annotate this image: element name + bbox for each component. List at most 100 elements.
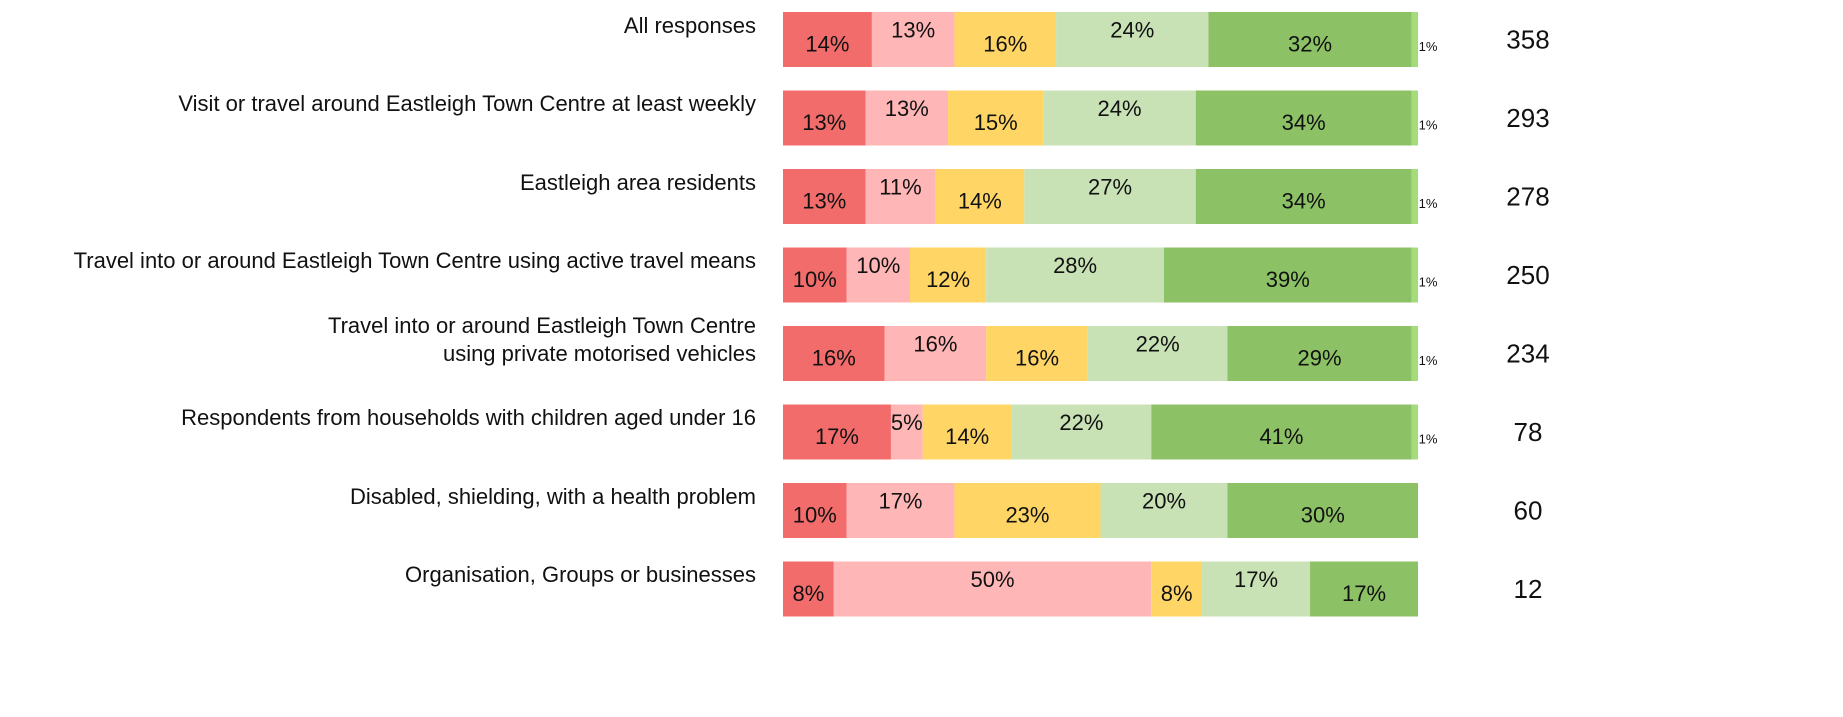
bar-segment bbox=[986, 326, 1088, 381]
bar-segment bbox=[783, 169, 866, 224]
value-label: 10% bbox=[793, 267, 837, 292]
bar-segment bbox=[1100, 483, 1228, 538]
value-label: 41% bbox=[1259, 424, 1303, 449]
bar-segment bbox=[783, 12, 872, 67]
value-label: 17% bbox=[878, 488, 922, 513]
total-label: 293 bbox=[1506, 103, 1549, 133]
total-label: 358 bbox=[1506, 24, 1549, 54]
value-label: 12% bbox=[926, 267, 970, 292]
bar-segment bbox=[783, 483, 847, 538]
value-label: 39% bbox=[1266, 267, 1310, 292]
bar-segment bbox=[871, 12, 955, 67]
bar-segment bbox=[783, 404, 891, 460]
value-label: 5% bbox=[891, 410, 923, 435]
category-label: Respondents from households with childre… bbox=[181, 405, 756, 430]
value-label: 10% bbox=[793, 502, 837, 527]
bar-segment bbox=[954, 483, 1101, 538]
value-label: 13% bbox=[891, 17, 935, 42]
value-label: 16% bbox=[812, 345, 856, 370]
bar-segment bbox=[1164, 247, 1412, 303]
value-label: 1% bbox=[1419, 39, 1438, 54]
total-label: 78 bbox=[1514, 417, 1543, 447]
bar-segment bbox=[922, 404, 1012, 460]
value-label: 1% bbox=[1419, 431, 1438, 446]
bar-segment bbox=[1011, 404, 1152, 460]
category-label: Organisation, Groups or businesses bbox=[405, 562, 756, 587]
bar-segment bbox=[1411, 90, 1418, 146]
total-label: 250 bbox=[1506, 260, 1549, 290]
total-label: 234 bbox=[1506, 338, 1549, 368]
bar-segment bbox=[890, 404, 923, 460]
value-label: 8% bbox=[1161, 581, 1193, 606]
bar-segment bbox=[1151, 561, 1203, 617]
total-label: 12 bbox=[1514, 574, 1543, 604]
bar-segment bbox=[948, 90, 1044, 146]
value-label: 16% bbox=[1015, 345, 1059, 370]
bar-segment bbox=[1227, 326, 1412, 381]
bar-segment bbox=[865, 90, 949, 146]
value-label: 11% bbox=[879, 174, 921, 199]
value-label: 17% bbox=[1342, 581, 1386, 606]
value-label: 8% bbox=[793, 581, 825, 606]
category-label: All responses bbox=[623, 12, 756, 38]
value-label: 22% bbox=[1136, 331, 1180, 356]
bar-segment bbox=[1208, 12, 1412, 67]
value-label: 14% bbox=[945, 424, 989, 449]
bar-segment bbox=[783, 247, 847, 303]
value-label: 30% bbox=[1301, 502, 1345, 527]
total-label: 278 bbox=[1506, 181, 1549, 211]
category-label: Travel into or around Eastleigh Town Cen… bbox=[73, 248, 756, 273]
value-label: 10% bbox=[856, 253, 900, 278]
bar-segment bbox=[1202, 561, 1311, 617]
bar-segment bbox=[1056, 12, 1209, 67]
bar-segment bbox=[783, 561, 834, 617]
value-label: 16% bbox=[983, 31, 1027, 56]
value-label: 29% bbox=[1298, 345, 1342, 370]
value-label: 27% bbox=[1088, 174, 1132, 199]
value-label: 17% bbox=[815, 424, 859, 449]
value-label: 1% bbox=[1419, 117, 1438, 132]
bar-segment bbox=[1043, 90, 1196, 146]
bar-segment bbox=[833, 561, 1152, 617]
value-label: 34% bbox=[1282, 110, 1326, 135]
value-label: 22% bbox=[1059, 410, 1103, 435]
bar-segment bbox=[910, 247, 987, 303]
category-label: Travel into or around Eastleigh Town Cen… bbox=[327, 312, 756, 366]
value-label: 32% bbox=[1288, 31, 1332, 56]
value-label: 34% bbox=[1282, 188, 1326, 213]
value-label: 13% bbox=[802, 188, 846, 213]
bar-segment bbox=[1411, 12, 1418, 67]
bar-segment bbox=[1151, 404, 1412, 460]
value-label: 14% bbox=[805, 31, 849, 56]
value-label: 28% bbox=[1053, 253, 1097, 278]
value-label: 24% bbox=[1098, 96, 1142, 121]
bar-segment bbox=[1411, 404, 1418, 460]
value-label: 16% bbox=[913, 331, 957, 356]
bar-segment bbox=[935, 169, 1025, 224]
value-label: 23% bbox=[1005, 502, 1049, 527]
bar-segment bbox=[1310, 561, 1418, 617]
category-label: Visit or travel around Eastleigh Town Ce… bbox=[178, 91, 756, 116]
bar-segment bbox=[846, 483, 955, 538]
value-label: 1% bbox=[1419, 274, 1438, 289]
bar-segment bbox=[1195, 169, 1412, 224]
bar-segment bbox=[986, 247, 1164, 303]
value-label: 13% bbox=[802, 110, 846, 135]
bar-segment bbox=[1227, 483, 1418, 538]
category-label: Disabled, shielding, with a health probl… bbox=[349, 483, 756, 509]
value-label: 14% bbox=[958, 188, 1002, 213]
bar-segment bbox=[1087, 326, 1228, 381]
bar-segment bbox=[846, 247, 910, 303]
category-label: Eastleigh area residents bbox=[519, 169, 756, 195]
bar-segment bbox=[954, 12, 1057, 67]
bar-segment bbox=[1411, 169, 1418, 224]
value-label: 50% bbox=[971, 567, 1015, 592]
value-label: 13% bbox=[885, 96, 929, 121]
bar-segment bbox=[1411, 247, 1418, 303]
bar-segment bbox=[884, 326, 987, 381]
bar-segment bbox=[783, 326, 885, 381]
bar-segment bbox=[1411, 326, 1418, 381]
bar-segment bbox=[865, 169, 936, 224]
